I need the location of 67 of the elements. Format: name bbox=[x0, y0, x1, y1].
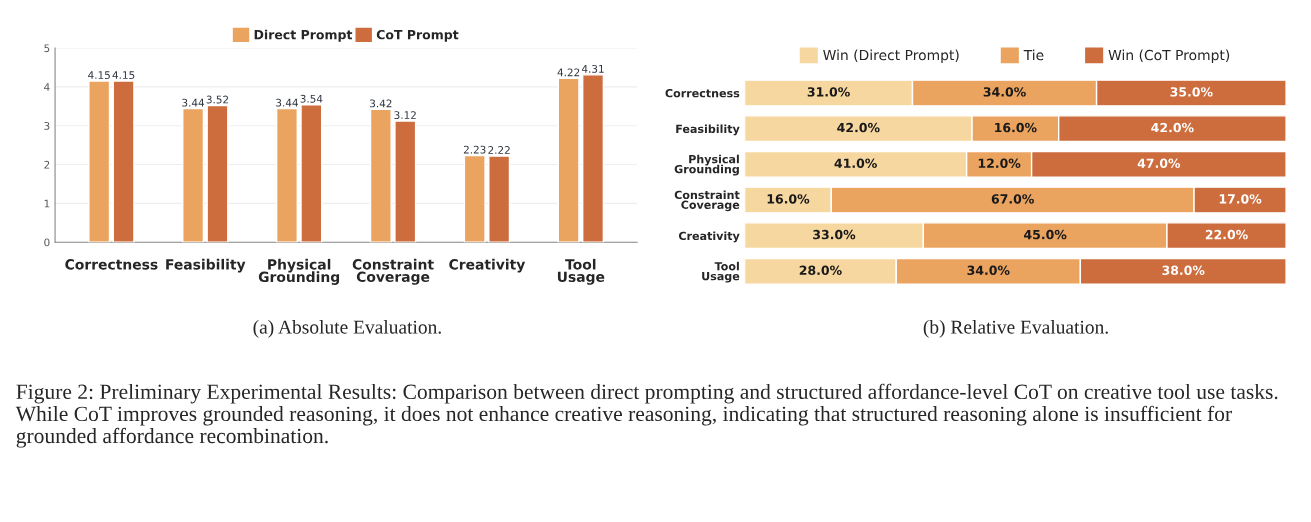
x-tick-label: Constraint Coverage bbox=[352, 258, 434, 285]
data-label: 22.0% bbox=[1205, 229, 1248, 240]
bar bbox=[275, 107, 298, 243]
bar bbox=[394, 120, 417, 243]
y-tick-label: Physical Grounding bbox=[674, 154, 739, 176]
y-tick-label: 5 bbox=[44, 44, 50, 53]
x-tick-label: Creativity bbox=[449, 258, 526, 273]
x-tick-label: Correctness bbox=[65, 259, 158, 270]
data-label: 2.23 bbox=[463, 145, 486, 154]
bar bbox=[581, 74, 605, 243]
data-label: 3.54 bbox=[300, 94, 323, 103]
legend-label: Direct Prompt bbox=[254, 29, 353, 42]
bar bbox=[88, 80, 111, 243]
data-label: 47.0% bbox=[1137, 158, 1181, 168]
data-label: 35.0% bbox=[1170, 87, 1213, 97]
y-tick-label: 2 bbox=[44, 160, 50, 169]
y-tick-label: 4 bbox=[44, 83, 50, 91]
data-label: 33.0% bbox=[813, 229, 856, 240]
y-tick-label: Creativity bbox=[678, 231, 740, 243]
bar bbox=[369, 108, 392, 243]
data-label: 3.42 bbox=[370, 99, 392, 108]
data-label: 31.0% bbox=[807, 87, 850, 97]
data-label: 2.22 bbox=[488, 146, 510, 154]
data-label: 3.52 bbox=[206, 95, 229, 104]
data-label: 3.44 bbox=[182, 98, 205, 107]
bar bbox=[300, 104, 323, 243]
data-label: 34.0% bbox=[983, 87, 1026, 97]
data-label: 41.0% bbox=[834, 158, 877, 168]
text: (b) Relative Evaluation. bbox=[923, 320, 1108, 338]
y-tick-label: 3 bbox=[44, 121, 50, 130]
y-tick-label: Constraint Coverage bbox=[674, 190, 740, 212]
data-label: 4.15 bbox=[88, 71, 110, 80]
legend-label: Tie bbox=[1023, 49, 1044, 61]
y-tick-label: Feasibility bbox=[676, 124, 740, 136]
y-tick-label: Correctness bbox=[665, 88, 740, 98]
data-label: 4.22 bbox=[557, 68, 580, 77]
data-label: 17.0% bbox=[1219, 194, 1262, 204]
x-tick-label: Physical Grounding bbox=[258, 258, 340, 285]
y-tick-label: 1 bbox=[44, 199, 50, 208]
data-label: 16.0% bbox=[995, 122, 1037, 133]
legend-label: CoT Prompt bbox=[376, 29, 459, 42]
x-tick-label: Tool Usage bbox=[557, 258, 605, 285]
data-label: 12.0% bbox=[978, 158, 1021, 168]
y-tick-label: 0 bbox=[44, 238, 50, 247]
bar bbox=[112, 80, 135, 243]
data-label: 4.31 bbox=[581, 64, 604, 73]
x-tick-label: Feasibility bbox=[166, 258, 246, 273]
bar bbox=[206, 104, 229, 243]
legend-label: Win (CoT Prompt) bbox=[1108, 49, 1230, 63]
data-label: 4.15 bbox=[112, 71, 135, 80]
data-label: 42.0% bbox=[837, 122, 880, 133]
data-label: 34.0% bbox=[967, 265, 1010, 275]
data-label: 3.44 bbox=[276, 98, 298, 107]
data-label: 67.0% bbox=[991, 194, 1034, 204]
bar bbox=[557, 77, 580, 243]
caption: Figure 2: Preliminary Experimental Results: Comparison between direct prompting and structured affordance-level CoT on creative tool use tasks. While CoT improves grounded reasoning, it does not enhance creative reasoning, indicating that structured reasoning alone is insufficient for grounded affordance recombination. bbox=[15, 383, 1278, 448]
data-label: 28.0% bbox=[799, 265, 842, 275]
data-label: 38.0% bbox=[1162, 265, 1205, 275]
text: (a) Absolute Evaluation. bbox=[253, 320, 441, 338]
data-label: 42.0% bbox=[1151, 122, 1194, 133]
data-label: 3.12 bbox=[394, 111, 416, 120]
bar bbox=[488, 155, 511, 243]
bar bbox=[182, 107, 205, 243]
data-label: 45.0% bbox=[1024, 229, 1067, 240]
data-label: 16.0% bbox=[767, 194, 810, 204]
legend-label: Win (Direct Prompt) bbox=[823, 49, 959, 63]
bar bbox=[463, 154, 486, 243]
